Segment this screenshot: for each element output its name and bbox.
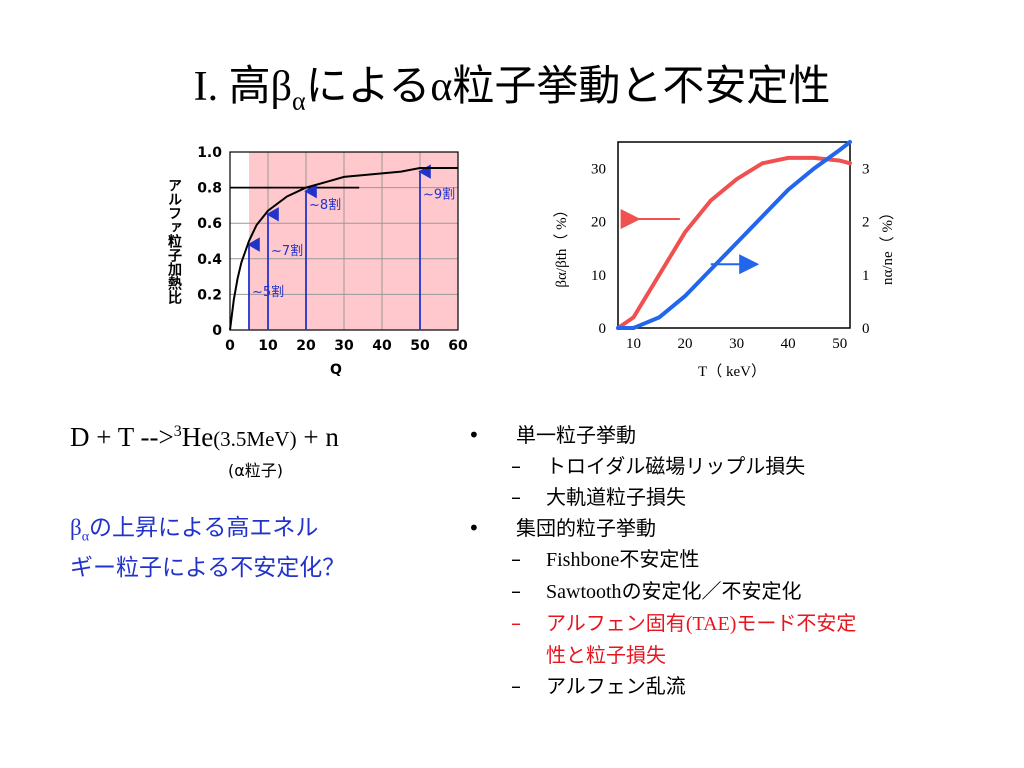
subitem-ripple-loss: – トロイダル磁場リップル損失 bbox=[511, 454, 806, 478]
x-tick-label: 20 bbox=[678, 336, 693, 352]
subitem-fishbone: – Fishbone不安定性 bbox=[511, 547, 700, 571]
heating-ratio-curve bbox=[229, 167, 458, 331]
x-tick-label: 0 bbox=[225, 338, 235, 354]
left-y-tick-label: 10 bbox=[591, 268, 606, 284]
left-y-axis-label: βα/βth（ %） bbox=[553, 202, 570, 287]
y-tick-label: 0 bbox=[212, 323, 222, 339]
shaded-region bbox=[249, 152, 458, 330]
fusion-equation: D + T -->3He(3.5MeV) + n bbox=[70, 422, 339, 452]
x-axis-label: T（ keV） bbox=[698, 363, 766, 380]
right-y-tick-label: 3 bbox=[862, 162, 870, 178]
x-tick-label: 20 bbox=[296, 338, 316, 354]
slide-title: I. 高βαによるα粒子挙動と不安定性 bbox=[193, 61, 831, 116]
x-tick-label: 30 bbox=[729, 336, 744, 352]
alpha-heating-chart: ~5割~7割~8割~9割 010203040506000.20.40.60.81… bbox=[166, 145, 468, 378]
tick-labels: 10 20 30 40 50 0 10 20 30 0 1 2 3 bbox=[591, 162, 870, 352]
bullet-collective: • 集団的粒子挙動 bbox=[468, 516, 656, 540]
bullet-list: • 単一粒子挙動 – トロイダル磁場リップル損失 – 大軌道粒子損失 • 集団的粒子挙動… bbox=[468, 420, 988, 702]
y-tick-label: 0.4 bbox=[197, 252, 222, 268]
left-y-tick-label: 0 bbox=[599, 321, 607, 337]
x-axis-label: Q bbox=[330, 362, 342, 378]
tick-labels: 0 10 20 30 40 50 60 0 0.2 0.4 0.6 0.8 1.0 bbox=[197, 145, 468, 354]
x-tick-label: 30 bbox=[334, 338, 354, 354]
right-y-tick-label: 2 bbox=[862, 215, 870, 231]
subitem-orbit-loss: – 大軌道粒子損失 bbox=[511, 485, 686, 509]
annotation-label: ~8割 bbox=[309, 197, 341, 213]
bullet-single-particle: • 単一粒子挙動 bbox=[468, 423, 636, 447]
temperature-chart: 10 20 30 40 50 0 10 20 30 0 1 2 3 T（ keV） βα/βth（ %）… bbox=[553, 140, 896, 380]
beta-ratio-curve bbox=[616, 155, 852, 330]
x-tick-label: 40 bbox=[372, 338, 392, 354]
y-tick-label: 0.8 bbox=[197, 181, 222, 197]
x-tick-label: 50 bbox=[832, 336, 847, 352]
y-tick-label: 0.6 bbox=[197, 216, 222, 232]
x-tick-label: 10 bbox=[626, 336, 641, 352]
annotation-arrows: ~5割~7割~8割~9割 bbox=[247, 164, 455, 330]
alpha-particle-note: (α粒子) bbox=[228, 461, 284, 480]
left-y-tick-label: 30 bbox=[591, 162, 606, 178]
x-tick-label: 10 bbox=[258, 338, 278, 354]
instability-question: βαの上昇による高エネル ギー粒子による不安定化？ bbox=[70, 515, 346, 581]
subitem-tae: – アルフェン固有(TAE)モード不安定 性と粒子損失 bbox=[511, 611, 857, 667]
right-y-axis-label: nα/ne（ %） bbox=[879, 205, 896, 285]
density-ratio-curve bbox=[616, 140, 852, 330]
left-y-tick-label: 20 bbox=[591, 215, 606, 231]
y-axis-label: アルファ粒子加熱比 bbox=[166, 178, 183, 305]
x-tick-label: 60 bbox=[448, 338, 468, 354]
y-tick-label: 1.0 bbox=[197, 145, 222, 161]
subitem-turbulence: – アルフェン乱流 bbox=[511, 674, 686, 698]
subitem-sawtooth: – Sawtoothの安定化／不安定化 bbox=[511, 579, 802, 603]
plot-frame bbox=[617, 141, 851, 329]
x-tick-label: 40 bbox=[781, 336, 796, 352]
plot-frame bbox=[229, 151, 459, 331]
annotation-label: ~7割 bbox=[271, 243, 303, 259]
right-y-tick-label: 1 bbox=[862, 268, 870, 284]
right-y-tick-label: 0 bbox=[862, 321, 870, 337]
y-tick-label: 0.2 bbox=[197, 287, 222, 303]
x-tick-label: 50 bbox=[410, 338, 430, 354]
annotation-label: ~9割 bbox=[423, 186, 455, 202]
